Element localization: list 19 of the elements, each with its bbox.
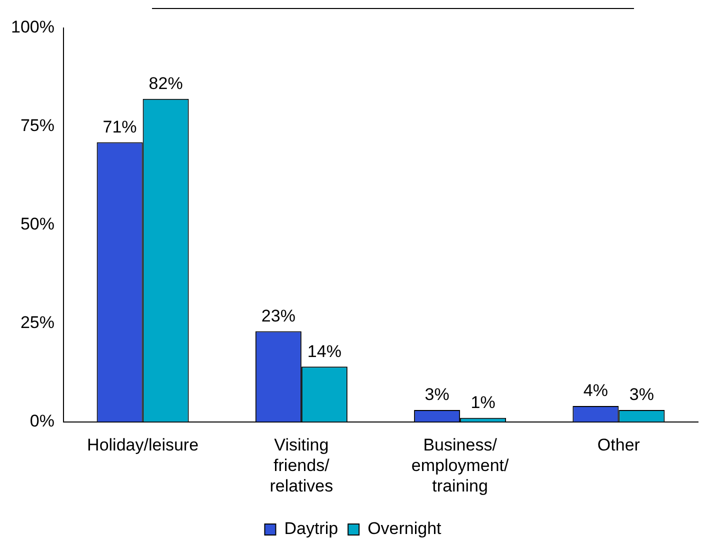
y-tick-label: 75% [20, 116, 54, 136]
data-label: 1% [470, 393, 496, 412]
data-label: 3% [629, 385, 654, 404]
x-tick-label: Other [597, 436, 640, 455]
y-tick-label: 25% [20, 313, 54, 332]
x-tick-label: Business/ employment/ training [411, 436, 509, 496]
data-label: 14% [307, 342, 342, 361]
legend-label: Daytrip [284, 519, 338, 538]
data-label: 4% [583, 381, 608, 400]
y-tick-label: 50% [20, 214, 54, 234]
data-label: 71% [102, 117, 137, 136]
y-tick-label: 0% [30, 411, 54, 430]
data-label: 3% [424, 385, 450, 404]
x-tick-label: Visiting friends/ relatives [270, 436, 334, 496]
y-tick-label: 100% [10, 18, 54, 37]
data-label: 82% [148, 74, 183, 94]
legend-label: Overnight [368, 519, 442, 538]
data-label: 23% [261, 306, 296, 326]
x-tick-label: Holiday/leisure [87, 436, 199, 455]
